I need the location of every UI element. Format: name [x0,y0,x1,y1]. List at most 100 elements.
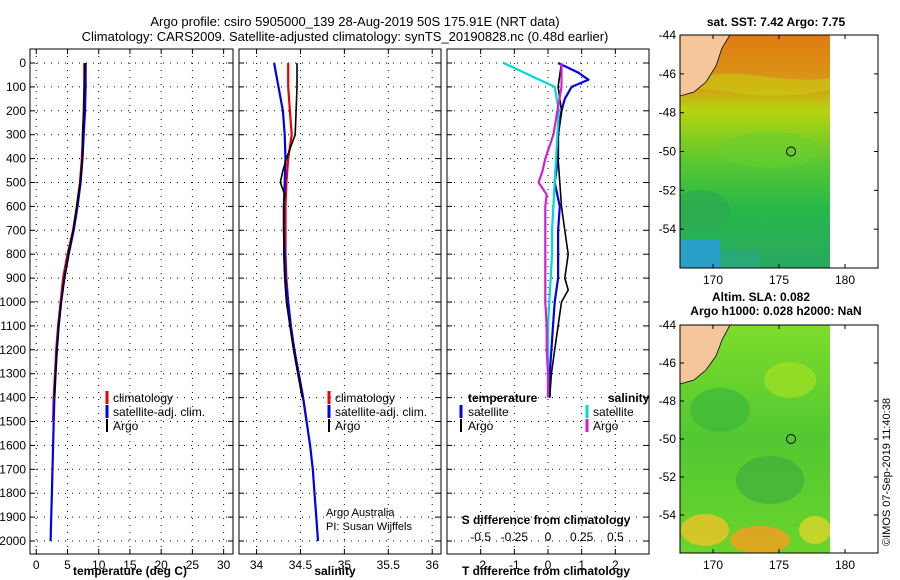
depth-tick-label: 900 [6,271,26,285]
x-tick-label: 0 [545,558,552,572]
sla-map-subtitle: Argo h1000: 0.028 h2000: NaN [690,304,861,318]
x2-tick-label: 0 [545,530,552,544]
map-y-tick-label: -52 [659,183,677,197]
series-line-t-satellite [548,62,590,398]
depth-tick-label: 1200 [0,343,26,357]
x2-tick-label: 0.25 [570,530,594,544]
temperature-grid [30,49,233,554]
legend-label-climatology: climatology [335,391,395,405]
difference-x-label: T difference from climatology [462,564,630,578]
sst-map-ticks: 170 175 180 -44 -46 -48 -50 -52 -54 [659,28,878,287]
series-line-s-satellite [503,62,560,398]
legend-label-s-satellite: satellite [593,405,634,419]
series-line-satellite-adj-clim- [49,63,87,542]
temperature-series [49,62,87,542]
credit-pi: PI: Susan Wijffels [326,521,412,533]
sst-cold-water [680,240,720,268]
sla-eddy-2 [764,362,816,398]
title-line-1: Argo profile: csiro 5905000_139 28-Aug-2… [150,14,559,29]
sst-cold-water-2 [720,250,760,268]
series-line-argo [279,63,303,398]
depth-tick-label: 1700 [0,462,26,476]
map-y-tick-label: -54 [659,508,677,522]
depth-tick-label: 800 [6,247,26,261]
sla-high-2 [730,526,790,553]
sla-high-1 [681,514,729,546]
map-y-tick-label: -46 [659,67,677,81]
x2-tick-label: -0.25 [501,530,529,544]
x-tick-label: 35 [338,558,352,572]
temperature-x-ticks: 0 5 10 15 20 25 30 [30,49,233,572]
sst-front-band [680,73,830,96]
x-tick-label: 2 [612,558,619,572]
legend-title-salinity: salinity [608,391,650,405]
sla-map-field [680,325,830,553]
salinity-grid [239,49,441,554]
sla-high-3 [799,516,830,544]
series-line-argo [53,62,86,398]
map-y-tick-label: -50 [659,432,677,446]
map-x-tick-label: 175 [769,273,789,287]
difference-series [503,62,590,398]
x-tick-label: -1 [509,558,520,572]
depth-tick-label: 1000 [0,295,26,309]
temperature-panel: 0 5 10 15 20 25 30 temperature (deg C) climato… [29,48,234,578]
x-tick-label: 10 [92,558,106,572]
depth-tick-labels: 0 100 200 300 400 500 600 700 800 900 1000 1100 1200… [0,56,26,548]
sla-float-marker [786,434,797,444]
salinity-legend: climatology satellite-adj. clim. Argo [327,391,427,433]
sst-map-title: sat. SST: 7.42 Argo: 7.75 [707,15,846,29]
map-x-tick-label: 170 [703,273,723,287]
depth-tick-label: 600 [6,199,26,213]
depth-tick-label: 1600 [0,438,26,452]
sla-eddy-3 [736,456,804,504]
x-tick-label: 34 [250,558,264,572]
map-y-tick-label: -44 [659,318,677,332]
map-y-tick-label: -52 [659,470,677,484]
sla-map-empty-region [830,325,878,553]
difference-panel: -2 -1 0 1 2 T difference from climatology S … [446,48,650,578]
x-tick-label: 30 [217,558,231,572]
difference-x2-ticks: -0.5 -0.25 0 0.25 0.5 [470,530,624,544]
sst-map-empty-region [830,35,878,268]
x-tick-label: 1 [578,558,585,572]
legend-label-argo: Argo [335,419,361,433]
series-line-t-argo [548,62,570,398]
legend-label-satellite-adj: satellite-adj. clim. [113,405,205,419]
sla-map-title: Altim. SLA: 0.082 [712,290,810,304]
sst-land-new-zealand [680,35,731,97]
salinity-plot-frame [238,48,442,555]
temperature-x-label: temperature (deg C) [73,564,187,578]
depth-tick-label: 2000 [0,534,26,548]
salinity-x-ticks: 34 34.5 35 35.5 36 [239,49,441,572]
map-x-tick-label: 170 [703,558,723,572]
legend-label-argo: Argo [113,419,139,433]
legend-label-s-argo: Argo [593,419,619,433]
sla-map: Altim. SLA: 0.082 Argo h1000: 0.028 h200… [659,290,879,572]
depth-tick-label: 1100 [0,319,26,333]
depth-tick-label: 700 [6,223,26,237]
x2-tick-label: -0.5 [470,530,491,544]
difference-x2-label: S difference from climatology [462,513,631,527]
depth-tick-label: 1500 [0,415,26,429]
depth-tick-label: 200 [6,104,26,118]
map-x-tick-label: 180 [835,273,855,287]
x2-tick-label: 0.5 [607,530,624,544]
map-y-tick-label: -46 [659,356,677,370]
map-x-tick-label: 180 [835,558,855,572]
credit-argo-australia: Argo Australia [326,507,395,519]
x-tick-label: 36 [426,558,440,572]
depth-tick-label: 1800 [0,486,26,500]
temperature-legend: climatology satellite-adj. clim. Argo [105,391,205,433]
sla-map-ticks: 170 175 180 -44 -46 -48 -50 -52 -54 [659,318,878,572]
difference-grid [447,49,649,554]
depth-tick-label: 1900 [0,510,26,524]
x-tick-label: 34.5 [289,558,313,572]
map-y-tick-label: -50 [659,145,677,159]
depth-tick-label: 1300 [0,367,26,381]
depth-tick-label: 500 [6,176,26,190]
x-tick-label: 25 [186,558,200,572]
x-tick-label: 0 [33,558,40,572]
sst-map-field [680,35,830,268]
